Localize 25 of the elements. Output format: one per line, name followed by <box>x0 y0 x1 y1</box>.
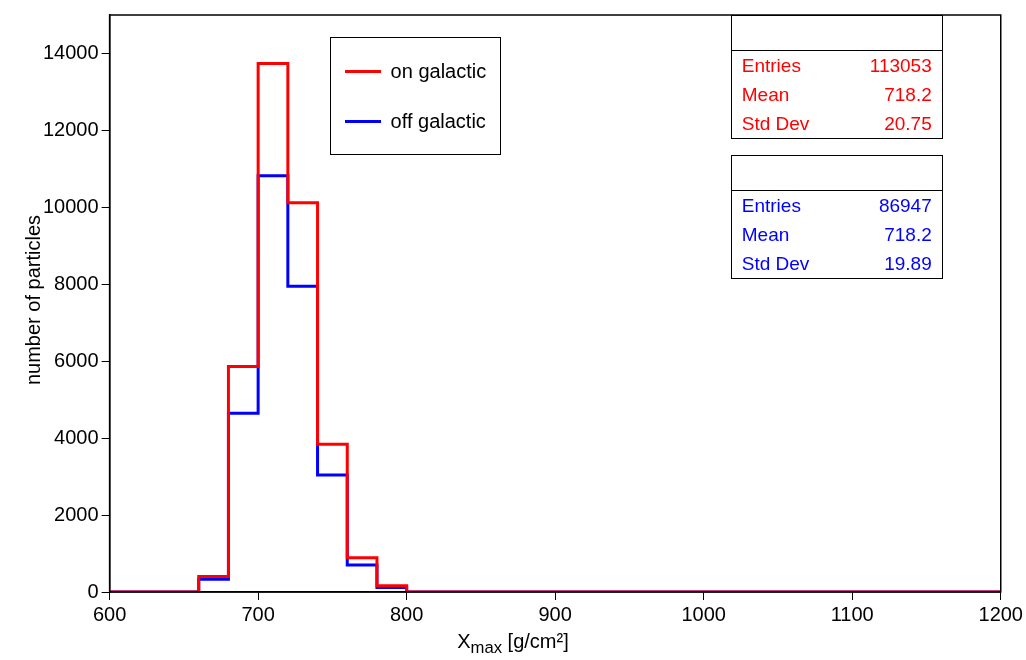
x-tick-label: 900 <box>538 602 572 625</box>
x-tick-label: 800 <box>389 602 424 625</box>
y-tick-label: 4000 <box>54 425 99 448</box>
y-tick-label: 12000 <box>42 117 99 140</box>
y-tick-label: 6000 <box>54 348 99 371</box>
x-tick-label: 1000 <box>681 602 726 625</box>
y-tick-label: 8000 <box>54 271 99 294</box>
y-tick-label: 10000 <box>42 194 99 217</box>
y-tick-label: 0 <box>87 579 99 602</box>
x-tick-label: 700 <box>241 602 275 625</box>
y-tick-label: 2000 <box>54 502 99 525</box>
legend-label: off galactic <box>390 109 486 133</box>
text: Mean 718.2 <box>741 83 932 105</box>
legend-label: on galactic <box>390 59 487 83</box>
y-axis-title: number of particles <box>21 214 45 386</box>
y-tick-label: 14000 <box>42 40 99 63</box>
text: Entries 86947 <box>741 194 932 216</box>
x-tick-label: 1200 <box>978 602 1023 625</box>
text: Mean 718.2 <box>741 223 932 245</box>
x-axis-title: X$_{max}$ [g/cm²] <box>456 630 570 658</box>
x-tick-label: 600 <box>92 602 127 625</box>
text: Std Dev 19.89 <box>741 252 932 274</box>
text: Entries 113053 <box>741 54 932 76</box>
text: Std Dev 20.75 <box>741 112 932 134</box>
x-tick-label: 1100 <box>830 602 874 625</box>
